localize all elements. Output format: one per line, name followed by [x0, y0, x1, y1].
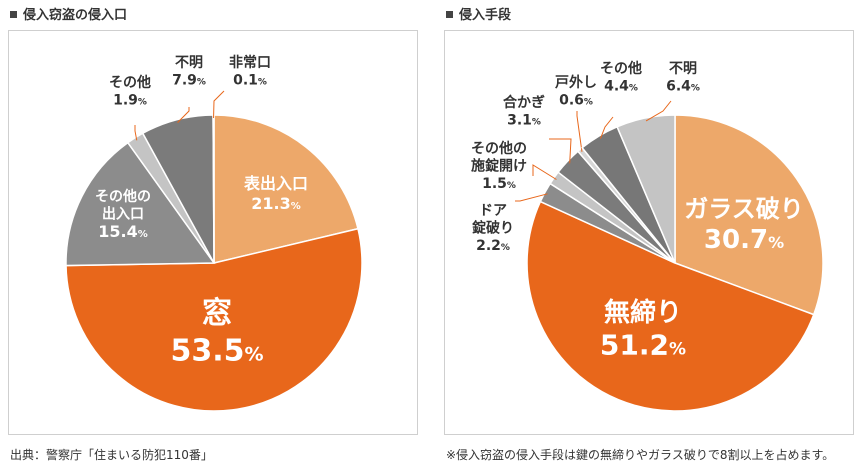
slice-value-number: 2.2	[476, 238, 501, 254]
leader-line	[532, 164, 557, 180]
slice-value: 0.1%	[233, 73, 267, 89]
slice-label-窓: 窓53.5%	[170, 296, 263, 369]
slice-label-不明: 不明 7.9%	[172, 55, 206, 89]
slice-value: 1.5%	[482, 176, 516, 192]
slice-label-line: 非常口	[229, 54, 271, 71]
leader-line	[576, 111, 583, 152]
slice-value-number: 1.5	[482, 176, 507, 192]
leader-line	[177, 107, 190, 124]
slice-value: 6.4%	[666, 79, 700, 95]
slice-label-その他: その他 4.4%	[600, 60, 642, 95]
slice-label-line: 合かぎ	[503, 94, 545, 111]
slice-value: 53.5%	[170, 334, 263, 369]
slice-value-unit: %	[291, 201, 301, 212]
pie-slice-非常口	[212, 114, 215, 264]
slice-value: 0.6%	[559, 93, 593, 109]
chart-title-right: 侵入手段	[446, 4, 511, 23]
slice-value-number: 21.3	[251, 194, 290, 213]
leader-line	[134, 125, 138, 141]
slice-value: 1.9%	[113, 93, 147, 109]
slice-value: 3.1%	[507, 113, 541, 129]
slice-value-number: 0.6	[559, 93, 584, 109]
slice-value-number: 15.4	[98, 222, 137, 241]
slice-value-number: 0.1	[233, 73, 258, 89]
slice-label-line: ドア	[479, 203, 507, 219]
slice-value-number: 3.1	[507, 113, 532, 129]
pie-chart-intrusion-entry: 表出入口21.3%窓53.5%その他の出入口15.4%その他1.9%不明7.9%…	[65, 54, 363, 412]
slice-value: 15.4%	[98, 222, 148, 241]
slice-value-number: 6.4	[666, 79, 691, 95]
footnote-remark: ※侵入窃盗の侵入手段は鍵の無締りやガラス破りで8割以上を占めます。	[446, 448, 835, 462]
slice-value: 51.2%	[600, 329, 686, 362]
slice-value: 2.2%	[476, 238, 510, 254]
slice-value-unit: %	[138, 229, 148, 240]
pie-slice-窓	[65, 227, 363, 412]
slice-value-unit: %	[501, 243, 510, 253]
leader-line	[600, 116, 614, 139]
slice-value: 30.7%	[704, 225, 784, 255]
slice-value-number: 7.9	[172, 73, 197, 89]
leader-line	[515, 193, 548, 202]
slice-value-unit: %	[244, 344, 263, 366]
chart-title-left: 侵入窃盗の侵入口	[10, 4, 127, 23]
slice-value: 7.9%	[172, 73, 206, 89]
bullet-square-icon	[446, 11, 453, 18]
pie-chart-panel-intrusion-entry: 表出入口 21.3% 窓 53.5% その他の 出入口 15.4% その他 1.9% 不明 7.9%…	[8, 30, 418, 435]
slice-value-unit: %	[138, 98, 147, 108]
slice-value-unit: %	[197, 78, 206, 88]
slice-value-unit: %	[532, 118, 541, 128]
pie-slice-不明	[616, 114, 676, 264]
pie-slice-表出入口	[213, 114, 359, 264]
slice-label-合かぎ: 合かぎ 3.1%	[503, 94, 545, 129]
slice-value-number: 51.2	[600, 329, 669, 362]
slice-value-unit: %	[629, 84, 638, 94]
leader-line	[645, 100, 672, 122]
slice-label-line: 不明	[669, 61, 697, 77]
slice-value-unit: %	[258, 78, 267, 88]
slice-label-line: その他の	[471, 140, 527, 157]
pie-chart-intrusion-method: ガラス破り30.7%無締り51.2%ドア錠破り2.2%その他の施錠開け1.5%合…	[471, 60, 824, 412]
slice-label-戸外し: 戸外し 0.6%	[555, 74, 597, 109]
slice-value-number: 4.4	[604, 79, 629, 95]
slice-label-line: 表出入口	[243, 174, 308, 193]
slice-label-line: 錠破り	[472, 220, 514, 237]
slice-label-line: 不明	[175, 55, 203, 71]
slice-value: 4.4%	[604, 79, 638, 95]
slice-value-unit: %	[768, 233, 784, 252]
slice-value: 21.3%	[251, 194, 301, 213]
pie-slice-その他の出入口	[65, 141, 216, 267]
slice-label-line: 施錠開け	[471, 158, 527, 175]
pie-chart-panel-intrusion-method: ガラス破り 30.7% 無締り 51.2% ドア 錠破り 2.2% その他の 施錠開け 1.5% 合…	[444, 30, 854, 435]
bullet-square-icon	[10, 11, 17, 18]
slice-value-unit: %	[669, 340, 686, 360]
slice-value-number: 30.7	[704, 225, 768, 255]
slice-label-line: ガラス破り	[684, 195, 804, 223]
slice-value-unit: %	[507, 181, 516, 191]
leader-line	[213, 90, 225, 119]
pie-slice-無締り	[526, 200, 815, 412]
slice-label-不明: 不明 6.4%	[666, 61, 700, 95]
slice-label-line: 戸外し	[555, 74, 597, 91]
slice-value-number: 53.5	[170, 334, 244, 369]
slice-label-非常口: 非常口 0.1%	[229, 54, 271, 89]
slice-value-number: 1.9	[113, 93, 138, 109]
slice-value-unit: %	[691, 84, 700, 94]
slice-label-その他: その他 1.9%	[109, 74, 151, 109]
slice-label-line: 出入口	[102, 206, 144, 223]
slice-value-unit: %	[584, 98, 593, 108]
leader-line	[549, 138, 572, 164]
slice-label-line: 窓	[202, 296, 232, 331]
slice-label-line: 無締り	[604, 297, 682, 328]
source-note: 出典：警察庁「住まいる防犯110番」	[10, 448, 213, 462]
slice-label-line: その他の	[95, 188, 151, 205]
slice-label-line: その他	[600, 60, 642, 77]
slice-label-line: その他	[109, 74, 151, 91]
pie-slice-ガラス破り	[674, 114, 824, 316]
